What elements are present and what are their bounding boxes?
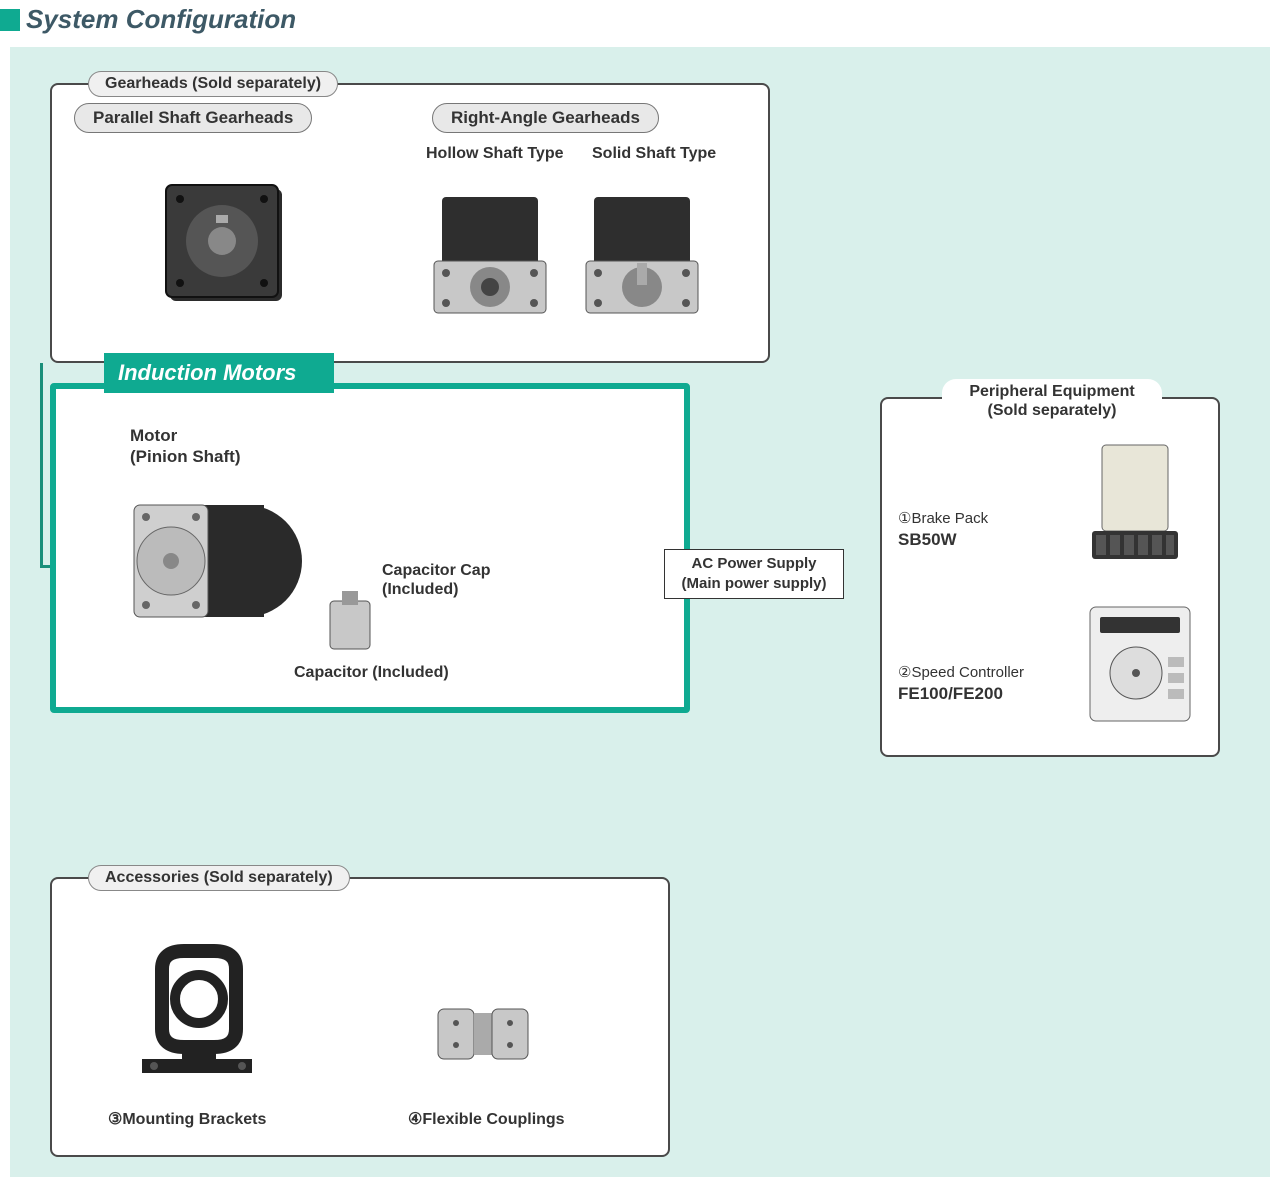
motor-label-line1: Motor [130, 426, 177, 445]
induction-motors-box: Induction Motors Motor (Pinion Shaft) Ca… [50, 383, 690, 713]
cap-cap-line2: (Included) [382, 581, 458, 598]
diagram-canvas: Gearheads (Sold separately) Parallel Sha… [10, 47, 1270, 1177]
induction-tab: Induction Motors [104, 353, 334, 393]
hollow-gearhead-image [420, 177, 560, 337]
hollow-shaft-label: Hollow Shaft Type [426, 145, 563, 163]
gearheads-box: Gearheads (Sold separately) Parallel Sha… [50, 83, 770, 363]
peripheral-box: Peripheral Equipment (Sold separately) ①… [880, 397, 1220, 757]
ac-power-box: AC Power Supply (Main power supply) [664, 549, 844, 599]
accessories-legend: Accessories (Sold separately) [88, 865, 350, 891]
peripheral-legend-l1: Peripheral Equipment [969, 383, 1134, 400]
connector-gearheads-induction-v [40, 363, 43, 568]
peripheral-legend-l2: (Sold separately) [988, 402, 1117, 419]
accessory-1: ③Mounting Brackets [108, 1109, 266, 1129]
motor-image [116, 471, 326, 651]
parallel-gearhead-image [142, 155, 322, 335]
title-accent-block [0, 9, 20, 31]
solid-shaft-label: Solid Shaft Type [592, 145, 716, 163]
cap-cap-line1: Capacitor Cap [382, 562, 490, 579]
accessory-1-name: Mounting Brackets [122, 1111, 266, 1128]
peripheral-legend: Peripheral Equipment (Sold separately) [942, 379, 1162, 423]
accessory-1-num: ③ [108, 1111, 122, 1128]
peripheral-item-2-model: FE100/FE200 [898, 684, 1003, 703]
solid-gearhead-image [572, 177, 712, 337]
accessory-2: ④Flexible Couplings [408, 1109, 565, 1129]
parallel-shaft-pill: Parallel Shaft Gearheads [74, 103, 312, 133]
flexible-coupling-image [428, 989, 538, 1079]
peripheral-item-1-name: Brake Pack [911, 510, 988, 527]
motor-label-line2: (Pinion Shaft) [130, 447, 240, 466]
right-angle-pill: Right-Angle Gearheads [432, 103, 659, 133]
capacitor-cap-label: Capacitor Cap (Included) [382, 561, 490, 599]
peripheral-item-1-num: ① [898, 510, 911, 527]
accessories-box: Accessories (Sold separately) ③Mounting … [50, 877, 670, 1157]
ac-line1: AC Power Supply [691, 555, 816, 572]
capacitor-included-label: Capacitor (Included) [294, 663, 449, 682]
title-text: System Configuration [26, 4, 296, 35]
peripheral-item-2-name: Speed Controller [911, 664, 1024, 681]
accessory-2-num: ④ [408, 1111, 422, 1128]
mounting-bracket-image [122, 939, 272, 1089]
peripheral-item-2: ②Speed Controller FE100/FE200 [898, 663, 1024, 705]
peripheral-item-1: ①Brake Pack SB50W [898, 509, 988, 551]
speed-controller-image [1082, 599, 1202, 729]
peripheral-item-2-num: ② [898, 664, 911, 681]
peripheral-item-1-model: SB50W [898, 530, 957, 549]
ac-line2: (Main power supply) [681, 575, 826, 592]
capacitor-image [320, 587, 380, 657]
motor-label: Motor (Pinion Shaft) [130, 425, 240, 468]
gearheads-legend: Gearheads (Sold separately) [88, 71, 338, 97]
accessory-2-name: Flexible Couplings [422, 1111, 564, 1128]
page-title: System Configuration [0, 0, 1280, 47]
brake-pack-image [1082, 439, 1192, 569]
